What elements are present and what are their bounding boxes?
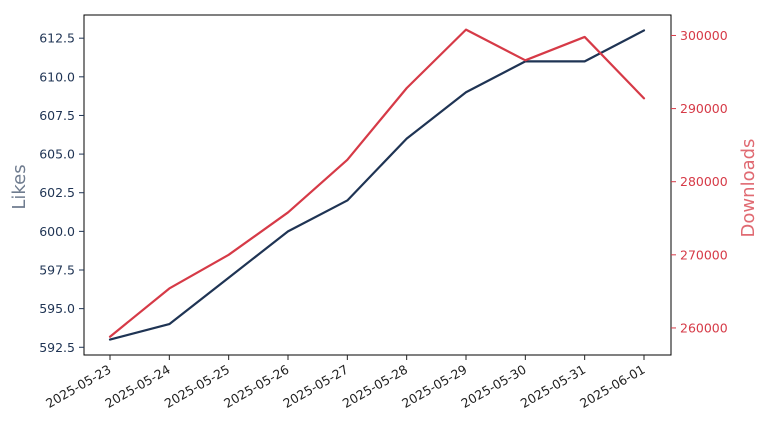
right-y-tick-label: 270000	[680, 247, 728, 262]
plot-frame	[83, 14, 672, 356]
x-tick-label: 2025-05-25	[162, 362, 232, 411]
left-y-axis-title: Likes	[9, 164, 30, 209]
series-layer	[108, 28, 646, 341]
x-tick-label: 2025-05-30	[458, 362, 528, 411]
x-tick-label: 2025-06-01	[577, 362, 647, 411]
left-y-tick-label: 592.5	[39, 340, 75, 355]
left-y-tick-label: 600.0	[39, 224, 75, 239]
x-tick-label: 2025-05-31	[518, 362, 588, 411]
right-y-axis-title: Downloads	[738, 139, 759, 238]
left-y-tick-label: 602.5	[39, 185, 75, 200]
x-tick-label: 2025-05-28	[340, 362, 410, 411]
right-y-tick-label: 280000	[680, 174, 728, 189]
right-y-tick-label: 300000	[680, 28, 728, 43]
plot-area	[83, 14, 672, 356]
x-tick-label: 2025-05-27	[280, 362, 350, 411]
left-y-tick-label: 610.0	[39, 69, 75, 84]
x-tick-label: 2025-05-24	[102, 362, 172, 411]
left-y-tick-label: 595.0	[39, 301, 75, 316]
right-y-tick-label: 260000	[680, 320, 728, 335]
left-y-tick-label: 605.0	[39, 147, 75, 162]
left-y-tick-label: 607.5	[39, 108, 75, 123]
left-y-tick-label: 597.5	[39, 263, 75, 278]
x-axis-ticks: 2025-05-232025-05-242025-05-252025-05-26…	[43, 355, 648, 411]
left-y-axis-ticks: 592.5 595.0 597.5 600.0 602.5 605.0 607.5 610.0…	[39, 31, 84, 355]
downloads-series-line	[108, 28, 646, 338]
right-y-axis-ticks: 260000 270000 280000 290000 300000	[671, 28, 728, 335]
right-y-tick-label: 290000	[680, 101, 728, 116]
x-tick-label: 2025-05-29	[399, 362, 469, 411]
left-y-tick-label: 612.5	[39, 31, 75, 46]
x-tick-label: 2025-05-23	[43, 362, 113, 411]
x-tick-label: 2025-05-26	[221, 362, 291, 411]
likes-series-line	[108, 29, 646, 341]
